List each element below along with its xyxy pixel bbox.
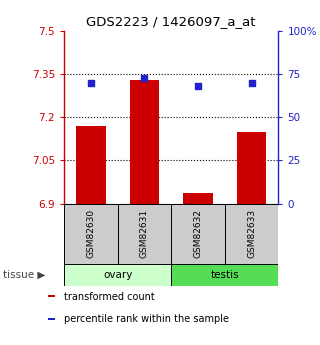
Text: GSM82631: GSM82631 [140, 209, 149, 258]
Bar [64, 264, 171, 286]
Bar [48, 295, 55, 297]
Text: tissue ▶: tissue ▶ [3, 270, 45, 280]
Bar [76, 126, 106, 204]
Text: ovary: ovary [103, 270, 132, 280]
Text: testis: testis [211, 270, 239, 280]
Title: GDS2223 / 1426097_a_at: GDS2223 / 1426097_a_at [86, 16, 256, 29]
Bar [237, 132, 266, 204]
Text: percentile rank within the sample: percentile rank within the sample [64, 315, 229, 324]
Point [249, 80, 254, 86]
Bar [225, 204, 278, 264]
Text: GSM82632: GSM82632 [194, 209, 203, 258]
Bar [48, 318, 55, 320]
Bar [64, 204, 118, 264]
Point [196, 83, 201, 89]
Point [142, 75, 147, 80]
Bar [118, 204, 171, 264]
Bar [130, 80, 159, 204]
Bar [171, 204, 225, 264]
Text: transformed count: transformed count [64, 292, 155, 302]
Point [88, 80, 93, 86]
Bar [171, 264, 278, 286]
Text: GSM82633: GSM82633 [247, 209, 256, 258]
Bar [183, 194, 213, 204]
Text: GSM82630: GSM82630 [86, 209, 95, 258]
